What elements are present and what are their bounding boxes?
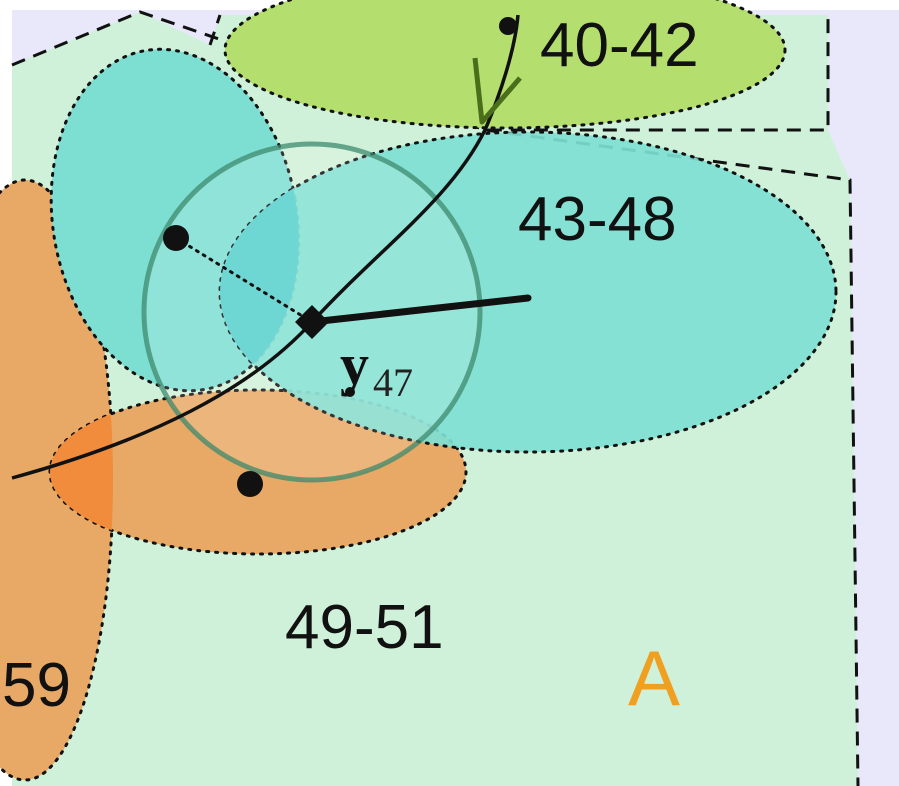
direction-vector (308, 294, 532, 326)
point-upper-left (163, 225, 189, 251)
point-lower (237, 471, 263, 497)
point-small (345, 387, 355, 397)
point-trajectory-top (499, 17, 517, 35)
dotted-connector (174, 236, 314, 324)
partition-boundary-upper (11, 10, 830, 132)
variable-symbol: y (340, 332, 369, 397)
variable-label: y 47 (340, 332, 413, 405)
label-40-42: 40-42 (540, 11, 699, 80)
label-zone-a: A (628, 634, 680, 722)
label-43-48: 43-48 (518, 185, 677, 254)
point-current-marker (295, 305, 329, 339)
variable-subscript: 47 (373, 360, 413, 405)
region-43-48-ellipse (218, 130, 838, 454)
trajectory-curve (11, 14, 520, 480)
partition-boundary-notch (208, 14, 222, 46)
label-49-51: 49-51 (285, 593, 444, 662)
region-40-42 (223, 0, 787, 130)
label-59: 59 (2, 651, 71, 720)
trajectory-arrowhead (472, 57, 522, 125)
